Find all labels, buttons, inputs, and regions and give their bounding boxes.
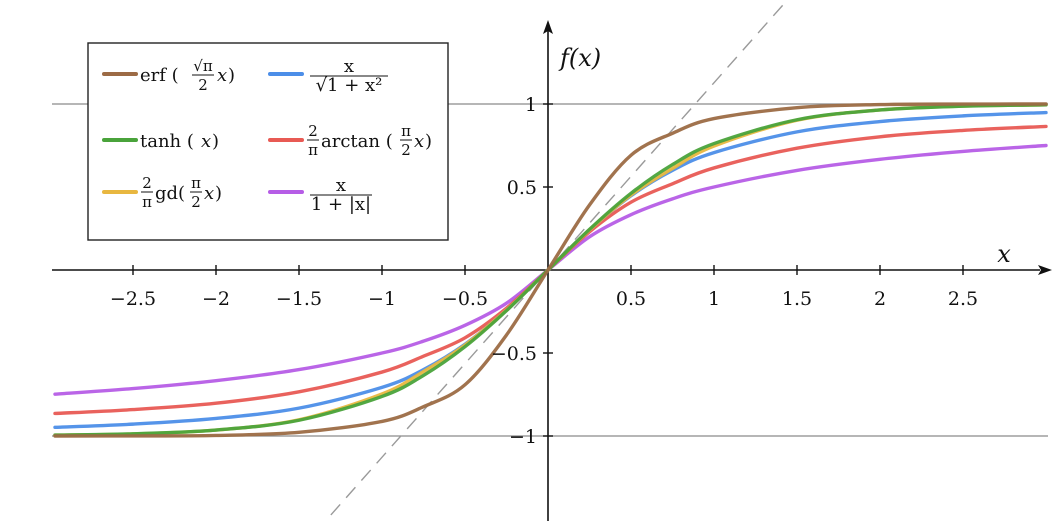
legend-erf-var: x: [217, 65, 227, 86]
x-tick-label: 1: [708, 288, 720, 310]
legend-gd-arg-numerator: π: [191, 174, 201, 192]
x-tick-label: −1: [368, 288, 396, 310]
legend-atan-arg-numerator: π: [401, 122, 411, 140]
legend-atan-close: ): [425, 131, 432, 152]
legend-gd-close: ): [215, 183, 222, 204]
x-axis-arrow: [1038, 265, 1052, 275]
legend-atan-arg-denominator: 2: [401, 141, 411, 159]
legend-gd-coef-numerator: 2: [142, 174, 152, 192]
legend-label-erf: erf (: [140, 65, 179, 86]
x-tick-label: 2.5: [948, 288, 978, 310]
tangent-dashed-line: [324, 0, 789, 521]
y-tick-label: 1: [525, 94, 537, 116]
series-line-erf: [53, 102, 1048, 438]
legend-erf-close: ): [228, 65, 235, 86]
legend-gd-var: x: [204, 183, 214, 204]
x-tick-label: 0.5: [616, 288, 646, 310]
legend-alg-frac-numerator: x: [344, 56, 354, 77]
legend-label-gd: gd(: [155, 183, 185, 204]
y-axis-arrow: [543, 20, 553, 34]
legend-label-atan: arctan (: [321, 131, 393, 152]
y-tick-label: −1: [509, 426, 537, 448]
x-tick-label: −1.5: [276, 288, 322, 310]
legend-tanh-var: x: [201, 131, 211, 152]
legend-erf-frac-numerator: √π: [193, 57, 213, 75]
x-tick-label: 2: [874, 288, 886, 310]
tick-labels: −2.5 −2 −1.5 −1 −0.5 0.5 1 1.5 2 2.5 1 0.5 −0.5 −1 x f(…: [110, 44, 1011, 448]
legend-gd-coef-denominator: π: [142, 193, 152, 211]
x-tick-label: −0.5: [442, 288, 488, 310]
legend-atan-coef-numerator: 2: [308, 122, 318, 140]
y-tick-label: −0.5: [491, 343, 537, 365]
legend-tanh-close: ): [212, 131, 219, 152]
legend-alg-frac-denominator: √1 + x²: [316, 75, 383, 96]
x-tick-label: 1.5: [782, 288, 812, 310]
legend-abs-frac-denominator: 1 + |x|: [311, 194, 371, 215]
x-axis-title: x: [997, 240, 1011, 268]
y-axis-title: f(x): [558, 44, 601, 72]
legend-atan-coef-denominator: π: [308, 141, 318, 159]
y-tick-label: 0.5: [507, 177, 537, 199]
x-tick-label: −2: [202, 288, 230, 310]
legend-abs-frac-numerator: x: [336, 175, 346, 196]
x-tick-label: −2.5: [110, 288, 156, 310]
legend-label-tanh: tanh (: [140, 131, 194, 152]
legend-atan-var: x: [414, 131, 424, 152]
legend-gd-arg-denominator: 2: [191, 193, 201, 211]
legend-erf-frac-denominator: 2: [198, 76, 208, 94]
series-lines: [53, 102, 1048, 438]
